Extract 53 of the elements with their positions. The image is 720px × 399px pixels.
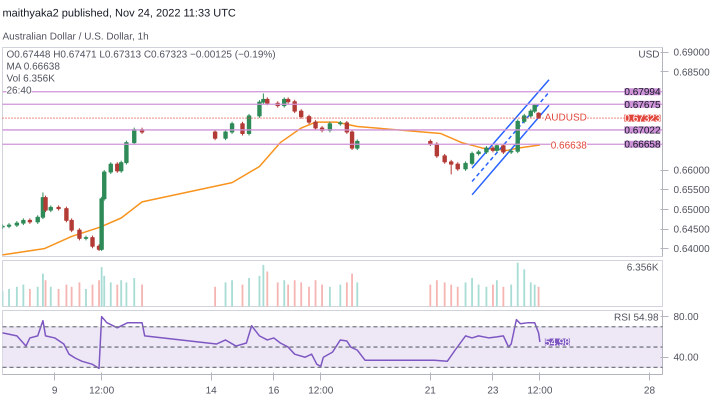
x-tick-label: 12:00 <box>308 386 334 396</box>
annotation: 26:40 <box>6 86 32 96</box>
candlestick <box>230 121 234 134</box>
candlestick <box>522 113 526 124</box>
y-tick-label: 0.64000 <box>674 244 710 256</box>
annotation: 0.66638 <box>550 140 588 152</box>
y-tick-label: 0.66000 <box>674 166 710 177</box>
line-series <box>2 316 541 370</box>
candlestick <box>115 162 120 174</box>
annotation: Vol 6.356K <box>6 74 56 84</box>
annotation: MA 0.66638 <box>6 62 60 72</box>
y-tick-label: 40.00 <box>674 352 699 364</box>
candlestick <box>108 162 113 174</box>
candlestick <box>328 121 332 133</box>
annotation: 6.356K <box>626 262 659 274</box>
candlestick <box>313 120 318 130</box>
line-series <box>2 121 541 256</box>
candlestick <box>470 151 474 166</box>
x-tick-label: 9 <box>52 386 58 396</box>
x-tick-label: 21 <box>424 386 436 396</box>
chart-title: maithyaka2 published, Nov 24, 2022 11:33 UTC <box>2 8 236 20</box>
y-tick-label: 0.69000 <box>674 48 710 59</box>
candlestick <box>442 153 447 164</box>
x-tick-label: 12:00 <box>527 386 553 396</box>
candlestick <box>132 127 136 146</box>
x-tick-label: 23 <box>487 386 499 396</box>
x-tick-label: 28 <box>644 386 656 396</box>
y-axis-title: USD <box>638 50 660 60</box>
y-tick-label: 0.65500 <box>674 185 710 196</box>
candlestick <box>449 159 454 175</box>
candlestick <box>463 160 468 172</box>
candlestick <box>306 114 312 125</box>
candlestick <box>77 228 82 241</box>
x-tick-label: 12:00 <box>89 386 115 396</box>
y-tick-label: 0.68500 <box>674 67 710 78</box>
y-tick-label: 0.64500 <box>674 224 710 236</box>
candlestick <box>223 130 228 141</box>
ref-line-label: 0.66658 <box>624 140 661 151</box>
annotation: AUDUSD <box>544 112 587 124</box>
x-tick-label: 16 <box>268 386 280 396</box>
candlestick <box>212 130 218 141</box>
annotation: RSI 54.98 <box>614 312 659 324</box>
candlestick <box>90 235 95 249</box>
y-tick-label: 80.00 <box>674 312 699 324</box>
candlestick <box>434 142 440 158</box>
ref-line-label: 0.67994 <box>624 87 661 98</box>
candlestick <box>299 108 304 120</box>
annotation: O0.67448 H0.67471 L0.67313 C0.67323 −0.00125 (−0.19%) <box>6 50 276 60</box>
x-tick-label: 14 <box>206 386 218 396</box>
candlestick <box>43 195 48 213</box>
ref-line-label: 0.67675 <box>624 100 661 111</box>
y-tick-label: 0.65000 <box>674 204 710 216</box>
chart-subtitle: Australian Dollar / U.S. Dollar, 1h <box>2 32 149 42</box>
